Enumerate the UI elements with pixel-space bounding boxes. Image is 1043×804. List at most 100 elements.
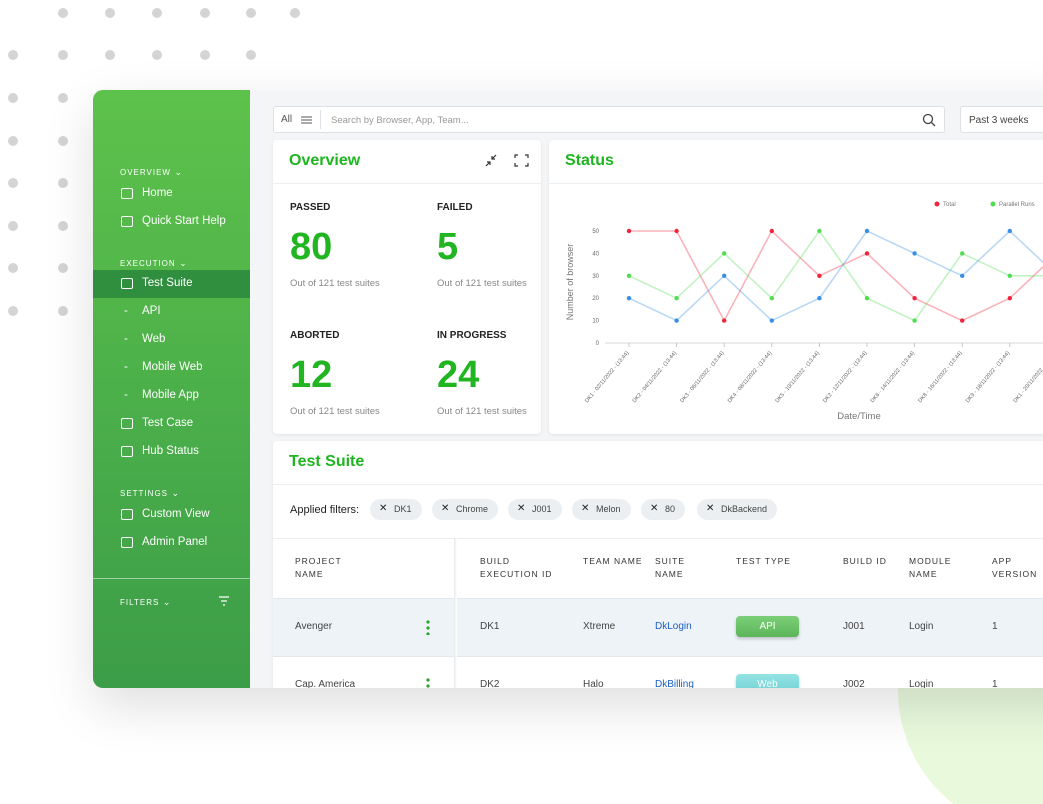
nav-item[interactable]: Hub Status [142, 445, 199, 457]
search-icon[interactable] [922, 113, 936, 127]
nav-item[interactable]: Quick Start Help [142, 215, 226, 227]
divider [273, 538, 1043, 539]
x-tick-label: DK2 - 12/11/2022 - (13:44) [822, 350, 868, 404]
nav-icon[interactable] [121, 278, 133, 289]
column-header: APP VERSION [992, 556, 1038, 579]
filters-label: Applied filters: [290, 504, 360, 516]
test-type-badge[interactable]: API [736, 616, 799, 637]
table-cell: J002 [843, 679, 865, 688]
data-point [912, 318, 917, 323]
search-placeholder[interactable]: Search by Browser, App, Team... [331, 115, 469, 126]
x-tick-label: DK6 - 14/11/2022 - (13:44) [870, 350, 916, 404]
column-header: SUITE NAME [655, 556, 686, 579]
test-suite-card: Test Suite Applied filters: DK1 Chrome J00… [273, 441, 1043, 688]
nav-item[interactable]: API [124, 305, 160, 317]
x-tick-label: DK2 - 04/11/2022 - (13:44) [632, 350, 678, 404]
filter-chip[interactable]: J001 [508, 499, 562, 520]
nav-item[interactable]: Custom View [142, 508, 210, 520]
row-menu[interactable] [426, 619, 430, 635]
data-point [1007, 273, 1012, 278]
filter-chip[interactable]: Chrome [432, 499, 499, 520]
nav-icon[interactable] [121, 216, 133, 227]
x-axis-label: Date/Time [837, 411, 880, 422]
scope-icon[interactable] [301, 115, 313, 125]
nav-item[interactable]: Test Suite [142, 277, 193, 289]
nav-item[interactable]: Mobile Web [124, 361, 202, 373]
x-tick-label: DK4 - 08/11/2022 - (13:44) [727, 350, 773, 404]
overview-title: Overview [289, 152, 361, 169]
nav-icon[interactable] [121, 418, 133, 429]
nav-icon[interactable] [121, 537, 133, 548]
data-point [722, 273, 727, 278]
filter-chip[interactable]: Melon [572, 499, 631, 520]
data-point [864, 228, 870, 234]
data-point [960, 318, 965, 323]
stat-note: Out of 121 test suites [290, 406, 380, 417]
status-chart: Number of browser Date/Time 0 10 20 30 40 50 D… [565, 201, 1043, 422]
table-cell[interactable]: DkBilling [655, 679, 694, 688]
data-point [817, 296, 822, 301]
data-point [960, 251, 965, 256]
data-point [769, 296, 774, 301]
table-cell: 1 [992, 621, 998, 632]
filter-chip[interactable]: DK1 [370, 499, 422, 520]
divider [273, 183, 541, 184]
test-type-badge[interactable]: Web [736, 674, 799, 688]
legend-marker [990, 201, 996, 207]
data-point [674, 228, 679, 234]
data-point [1007, 296, 1012, 301]
filter-chip[interactable]: 80 [641, 499, 686, 520]
divider [273, 484, 1043, 485]
column-header: BUILD EXECUTION ID [480, 556, 553, 579]
data-point [769, 228, 774, 234]
divider [320, 110, 321, 129]
table-cell[interactable]: DkLogin [655, 621, 692, 632]
stat-note: Out of 121 test suites [437, 278, 527, 289]
nav-item[interactable]: Test Case [142, 417, 194, 429]
range-dropdown[interactable]: Past 3 weeks [960, 106, 1043, 133]
data-point [722, 251, 727, 256]
stat-note: Out of 121 test suites [290, 278, 380, 289]
section-title[interactable]: EXECUTION [120, 258, 188, 269]
table-cell: DK2 [480, 679, 500, 688]
data-point [626, 296, 632, 301]
series-line [628, 229, 1043, 322]
active-band [93, 270, 250, 298]
stat-label: IN PROGRESS [437, 330, 507, 341]
search-scope[interactable]: All [281, 114, 293, 125]
section-title[interactable]: OVERVIEW [120, 167, 183, 178]
table-cell: DK1 [480, 621, 500, 632]
search-bar[interactable]: All Search by Browser, App, Team... [273, 106, 945, 133]
data-point [960, 273, 965, 278]
status-title: Status [565, 152, 614, 169]
range-value[interactable]: Past 3 weeks [969, 115, 1029, 126]
divider [549, 183, 1043, 184]
filters-label[interactable]: FILTERS [120, 597, 171, 608]
nav-icon[interactable] [121, 509, 133, 520]
x-tick-label: DK9 - 18/11/2022 - (13:44) [965, 350, 1011, 404]
nav-item[interactable]: Admin Panel [142, 536, 208, 548]
filter-chip[interactable]: DkBackend [697, 499, 778, 520]
column-header: MODULE NAME [909, 556, 952, 579]
nav-icon[interactable] [121, 446, 133, 457]
nav-item[interactable]: Web [124, 333, 166, 345]
y-tick-label: 40 [592, 251, 599, 257]
section-title[interactable]: SETTINGS [120, 488, 180, 499]
app-window: FILTERS OVERVIEW Home Quick Start Help EXEC… [93, 90, 1043, 688]
x-tick-label: DK1 - 20/11/2022 - (13:44) [1013, 350, 1043, 404]
sidebar: FILTERS OVERVIEW Home Quick Start Help EXEC… [93, 90, 250, 688]
filter-icon[interactable] [218, 596, 230, 606]
x-tick-label: DK5 - 10/11/2022 - (13:44) [775, 350, 821, 404]
nav-item[interactable]: Mobile App [124, 389, 199, 401]
table-cell: J001 [843, 621, 865, 632]
data-point [674, 318, 679, 323]
column-header: BUILD ID [843, 556, 887, 566]
row-menu[interactable] [426, 677, 430, 688]
data-point [674, 296, 679, 301]
y-tick-label: 30 [592, 274, 599, 280]
table-row-highlight [273, 598, 1043, 656]
nav-item[interactable]: Home [142, 187, 173, 199]
nav-icon[interactable] [121, 188, 133, 199]
card-icons[interactable] [485, 154, 529, 167]
